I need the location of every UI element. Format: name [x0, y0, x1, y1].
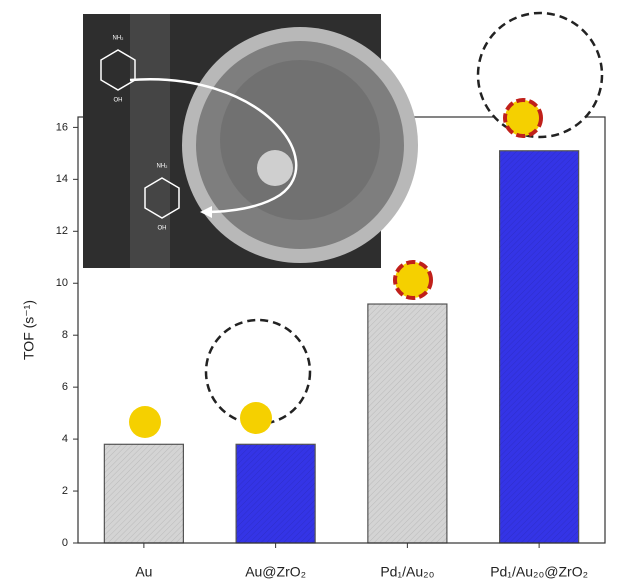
page: {"chart_data": {"type": "bar", "y_label"…	[0, 0, 621, 584]
bar-hatch	[104, 444, 183, 543]
y-tick-label: 8	[62, 329, 68, 341]
y-tick-label: 14	[56, 173, 68, 185]
inset-label: NH₂	[157, 164, 169, 170]
inset-image: NH₂ OH NH₂ OH	[83, 14, 418, 268]
x-tick-label: Au	[135, 564, 152, 580]
bar-hatch	[500, 151, 579, 543]
y-tick-label: 4	[62, 433, 68, 445]
y-tick-label: 10	[56, 277, 68, 289]
y-axis-label: TOF (s⁻¹)	[21, 300, 37, 360]
chart: NH₂ OH NH₂ OH TOF (s⁻¹) 0 2 4 6 8 10 12 14 16 Au A…	[0, 0, 621, 584]
y-tick-label: 6	[62, 381, 68, 393]
inset-label: OH	[158, 226, 167, 232]
inset-label: OH	[114, 98, 123, 104]
bar-hatch	[236, 444, 315, 543]
y-tick-label: 16	[56, 121, 68, 133]
y-tick-label: 12	[56, 225, 68, 237]
bar-hatch	[368, 304, 447, 543]
x-tick-label: Pd₁/Au₂₀	[380, 564, 434, 580]
x-tick-label: Pd₁/Au₂₀@ZrO₂	[490, 564, 588, 580]
y-tick-label: 0	[62, 537, 68, 549]
x-tick-label: Au@ZrO₂	[245, 564, 306, 580]
y-tick-label: 2	[62, 485, 68, 497]
inset-label: NH₂	[113, 36, 125, 42]
